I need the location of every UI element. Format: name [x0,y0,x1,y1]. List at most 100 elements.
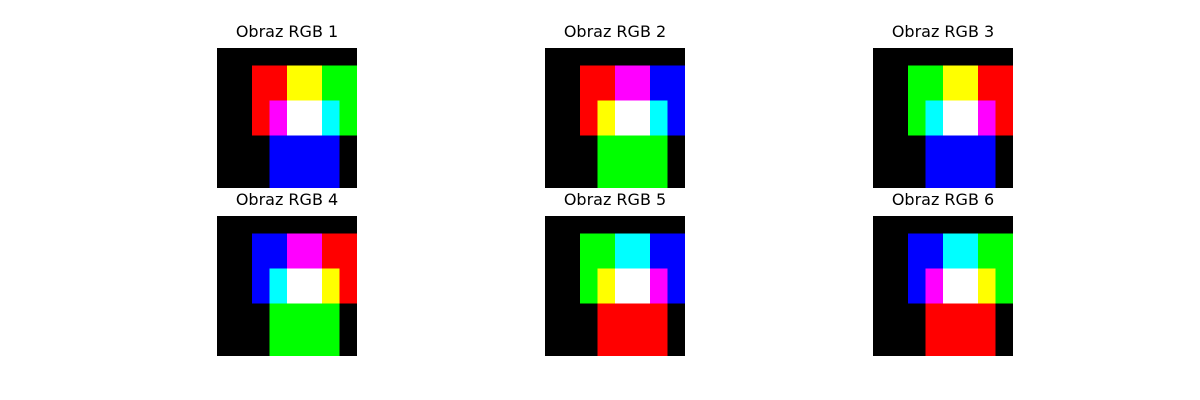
pixel-cell [304,153,323,171]
pixel-cell [304,286,323,304]
pixel-cell [960,251,979,269]
pixel-cell [908,83,926,101]
pixel-cell [908,100,926,119]
pixel-cell [217,268,235,287]
pixel-cell [908,48,926,66]
pixel-cell [908,338,926,356]
pixel-cell [978,251,996,269]
pixel-cell [339,100,357,119]
pixel-cell [995,286,1013,304]
pixel-cell [632,268,651,287]
pixel-cell [269,118,288,136]
pixel-cell [632,170,651,188]
pixel-cell [322,100,340,119]
pixel-cell [667,118,685,136]
pixel-cell [873,170,891,188]
panel-title: Obraz RGB 1 [235,22,339,41]
pixel-cell [995,118,1013,136]
pixel-cell [339,48,357,66]
pixel-cell [978,216,996,234]
pixel-cell [304,118,323,136]
pixel-cell [545,303,563,322]
pixel-cell [925,338,944,356]
pixel-cell [978,233,996,252]
pixel-cell [562,170,581,188]
pixel-cell [545,83,563,101]
pixel-cell [650,251,668,269]
pixel-cell [234,338,253,356]
pixel-cell [873,268,891,287]
pixel-cell [925,83,944,101]
pixel-cell [269,83,288,101]
pixel-cell [632,216,651,234]
pixel-cell [562,48,581,66]
pixel-cell [650,153,668,171]
pixel-cell [943,83,961,101]
pixel-cell [562,286,581,304]
pixel-cell [960,100,979,119]
pixel-cell [943,338,961,356]
pixel-cell [339,251,357,269]
pixel-cell [269,286,288,304]
pixel-cell [545,251,563,269]
pixel-cell [580,48,598,66]
pixel-cell [580,321,598,339]
pixel-cell [890,321,909,339]
pixel-cell [562,135,581,154]
pixel-cell [339,216,357,234]
pixel-cell [667,170,685,188]
pixel-cell [322,286,340,304]
pixel-cell [650,268,668,287]
pixel-cell [667,83,685,101]
pixel-cell [615,251,633,269]
pixel-cell [562,153,581,171]
pixel-cell [890,153,909,171]
pixel-cell [580,118,598,136]
pixel-cell [217,303,235,322]
pixel-cell [217,216,235,234]
pixel-cell [252,268,270,287]
pixel-cell [908,216,926,234]
pixel-cell [667,251,685,269]
pixel-cell [890,303,909,322]
pixel-cell [545,268,563,287]
pixel-cell [252,286,270,304]
pixel-cell [580,338,598,356]
pixel-cell [580,65,598,84]
pixel-cell [650,338,668,356]
pixel-cell [545,153,563,171]
pixel-cell [650,286,668,304]
pixel-cell [580,268,598,287]
pixel-cell [217,251,235,269]
pixel-cell [667,321,685,339]
pixel-cell [615,135,633,154]
pixel-cell [597,118,616,136]
pixel-cell [322,135,340,154]
pixel-cell [269,321,288,339]
pixel-cell [615,170,633,188]
pixel-cell [632,286,651,304]
pixel-cell [890,251,909,269]
pixel-cell [960,268,979,287]
pixel-cell [650,65,668,84]
pixel-cell [287,100,305,119]
pixel-cell [632,65,651,84]
pixel-cell [597,83,616,101]
pixel-cell [339,170,357,188]
pixel-cell [943,233,961,252]
pixel-cell [650,83,668,101]
pixel-cell [562,321,581,339]
pixel-cell [234,268,253,287]
pixel-cell [615,268,633,287]
pixel-cell [304,170,323,188]
pixel-cell [873,321,891,339]
pixel-cell [217,135,235,154]
pixel-cell [322,338,340,356]
pixel-cell [650,233,668,252]
panel-title: Obraz RGB 6 [891,190,995,209]
pixel-cell [925,233,944,252]
pixel-cell [269,65,288,84]
pixel-cell [632,321,651,339]
pixel-cell [234,153,253,171]
pixel-cell [217,83,235,101]
